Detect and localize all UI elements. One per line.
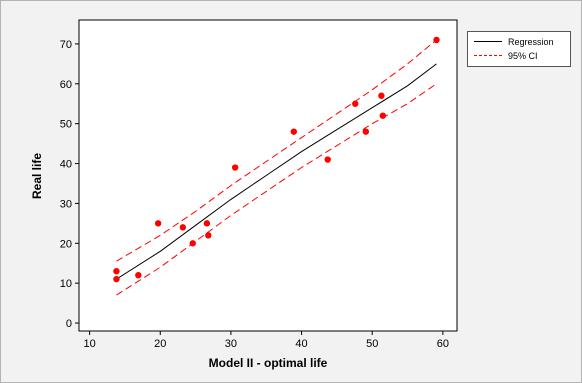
legend-item-ci: 95% CI	[468, 50, 570, 62]
chart-legend: Regression 95% CI	[467, 31, 571, 67]
data-point	[154, 220, 162, 227]
y-axis-title: Real life	[30, 153, 44, 199]
y-tick-label: 70	[60, 39, 72, 51]
x-tick-label: 10	[83, 338, 95, 350]
legend-item-regression: Regression	[468, 36, 570, 48]
data-point	[179, 224, 187, 231]
data-point	[231, 164, 239, 171]
y-tick-label: 40	[60, 159, 72, 171]
x-tick-label: 40	[295, 338, 307, 350]
legend-label-ci: 95% CI	[508, 51, 538, 61]
data-point	[135, 271, 142, 279]
y-tick-label: 30	[60, 198, 72, 210]
ci-band-line	[116, 83, 437, 296]
x-axis-title: Model II - optimal life	[209, 356, 328, 370]
data-point	[362, 128, 370, 135]
series-lines	[116, 39, 437, 296]
data-point	[379, 112, 387, 119]
data-point	[113, 267, 120, 275]
data-points	[113, 36, 440, 283]
y-tick-label: 20	[60, 238, 72, 250]
data-point	[205, 232, 212, 239]
axis-ticks: 10 20 30 40 50 60 0 10 20 30 40 50 60 70	[60, 39, 449, 350]
x-tick-label: 60	[437, 338, 449, 350]
data-point	[113, 275, 120, 283]
legend-label-regression: Regression	[508, 37, 554, 47]
legend-swatch-regression	[474, 41, 502, 42]
x-tick-label: 50	[366, 338, 378, 350]
x-tick-label: 20	[154, 338, 166, 350]
y-tick-label: 0	[66, 318, 72, 330]
plot-area	[78, 19, 458, 332]
legend-swatch-ci	[474, 55, 502, 56]
y-tick-label: 10	[60, 278, 72, 290]
data-point	[189, 240, 196, 247]
data-point	[378, 92, 385, 99]
data-point	[352, 100, 359, 107]
ci-band-line	[116, 39, 437, 262]
data-point	[290, 128, 297, 135]
data-point	[203, 220, 211, 227]
data-point	[324, 156, 331, 163]
x-tick-label: 30	[225, 338, 237, 350]
y-tick-label: 60	[60, 79, 72, 91]
regression-line	[116, 63, 437, 280]
y-tick-label: 50	[60, 119, 72, 131]
data-point	[433, 36, 440, 44]
